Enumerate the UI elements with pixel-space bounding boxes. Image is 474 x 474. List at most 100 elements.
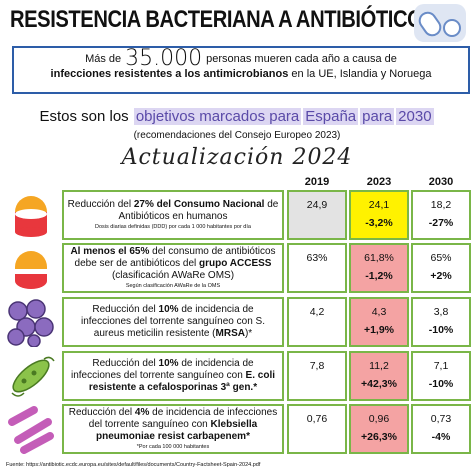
footer: Fuente: https://antibiotic.ecdc.europa.e… [6,462,261,468]
value: 4,3 [371,306,387,318]
cell-2030: 0,73 -4% [411,404,471,454]
change: +1,9% [363,324,395,336]
column-header: 2019 [304,176,330,188]
description: Reducción del 10% de incidencia de infec… [62,351,284,401]
text: )* [244,328,253,339]
banner-prefix: Más de [85,53,122,65]
value: 4,2 [309,306,325,318]
row: Reducción del 10% de incidencia de infec… [4,297,472,347]
change: -3,2% [365,217,393,229]
banner-number: 35.000 [125,46,203,71]
cell-2023: 0,96 +26,3% [349,404,409,454]
text: del consumo de antibióticos debe ser de … [74,246,276,269]
bacteria-icon [11,356,55,397]
value: 24,9 [306,199,328,211]
cell-2019: 63% [287,243,347,293]
cell-2023: 61,8% -1,2% [349,243,409,293]
subtitle-intro: Estos son los [39,108,129,125]
cell-2019: 7,8 [287,351,347,401]
text: de incidencia de infecciones del torrent… [70,358,254,381]
text-bold: Klebsiella pneumoniae resist carbapenem* [96,419,258,442]
text-bold: 10% [158,358,179,369]
text: Reducción del [92,358,159,369]
text: Reducción del [67,199,134,210]
update: Actualización 2024 [121,145,353,170]
cell-2023: 24,1 -3,2% [349,190,409,240]
cell-2019: 4,2 [287,297,347,347]
column-header: 2030 [428,176,454,188]
text-bold: 4% [134,407,150,418]
subtitle-highlight: España [303,108,359,125]
change: -10% [428,324,454,336]
change: +2% [430,270,452,282]
change: +26,3% [361,431,397,443]
text: Reducción del [68,407,135,418]
subtitle-highlight: para [360,108,395,125]
change: -1,2% [365,270,393,282]
value: 61,8% [364,252,394,264]
description: Al menos el 65% del consumo de antibióti… [62,243,284,293]
pills-icon [414,4,466,42]
value: 24,1 [368,199,390,211]
change: -4% [431,431,451,443]
cell-2019: 24,9 [287,190,347,240]
value: 0,76 [306,413,328,425]
row: Reducción del 4% de incidencia de infecc… [4,404,472,454]
subtitle-highlight: objetivos marcados para [133,108,302,125]
value: 3,8 [433,306,449,318]
banner: Más de 35.000 personas mueren cada año a c… [12,46,470,94]
text: (clasificación AWaRe OMS) [111,270,235,281]
bacteria-icon [8,406,54,454]
cell-2023: 4,3 +1,9% [349,297,409,347]
value: 0,96 [368,413,390,425]
description: Reducción del 10% de incidencia de infec… [62,297,284,347]
cell-2030: 7,1 -10% [411,351,471,401]
title: RESISTENCIA BACTERIANA A ANTIBIÓTICOS [10,6,436,33]
text: Reducción del [92,304,159,315]
value: 11,2 [369,360,389,372]
pill-icon [15,196,47,237]
text-bold: grupo ACCESS [199,258,272,269]
text: de Antibióticos en humanos [118,199,279,222]
recommendation: (recomendaciones del Consejo Europeo 202… [133,130,341,141]
text-bold: Al menos el 65% [70,246,150,257]
note: Según clasificación AWaRe de la OMS [125,283,221,289]
text-bold: MRSA [215,328,245,339]
text: de incidencia de infecciones del torrent… [88,407,278,430]
value: 18,2 [430,199,452,211]
description: Reducción del 27% del Consumo Nacional d… [62,190,284,240]
note: *Por cada 100 000 habitantes [136,444,210,450]
text-bold: 10% [158,304,179,315]
pill-icon [15,251,47,289]
row: Reducción del 27% del Consumo Nacional d… [4,190,472,240]
subtitle-highlight: 2030 [396,108,434,125]
description: Reducción del 4% de incidencia de infecc… [62,404,284,454]
bacteria-icon [7,299,54,347]
banner-line2: en la UE, Islandia y Noruega [291,68,432,80]
cell-2019: 0,76 [287,404,347,454]
text-bold: E. coli resistente a cefalosporinas 3ª g… [88,370,275,393]
value: 65% [430,252,452,264]
note: Dosis diarias definidas (DDD) por cada 1… [95,224,251,230]
cell-2030: 18,2 -27% [411,190,471,240]
change: +42,3% [361,378,397,390]
text-bold: 27% del Consumo Nacional [133,199,265,210]
text: de incidencia de infecciones del torrent… [80,304,265,339]
column-header: 2023 [366,176,392,188]
cell-2030: 3,8 -10% [411,297,471,347]
row: Reducción del 10% de incidencia de infec… [4,351,472,401]
value: 7,8 [309,360,325,372]
change: -10% [428,378,454,390]
value: 0,73 [430,413,452,425]
row: Al menos el 65% del consumo de antibióti… [4,243,472,293]
banner-line1: personas mueren cada año a causa de [206,53,397,65]
change: -27% [428,217,454,229]
value: 63% [306,252,328,264]
cell-2030: 65% +2% [411,243,471,293]
value: 7,1 [433,360,449,372]
subtitle: Estos son los objetivos marcados para Esp… [0,108,474,125]
cell-2023: 11,2 +42,3% [349,351,409,401]
banner-bold: infecciones resistentes a los antimicrob… [50,68,289,80]
